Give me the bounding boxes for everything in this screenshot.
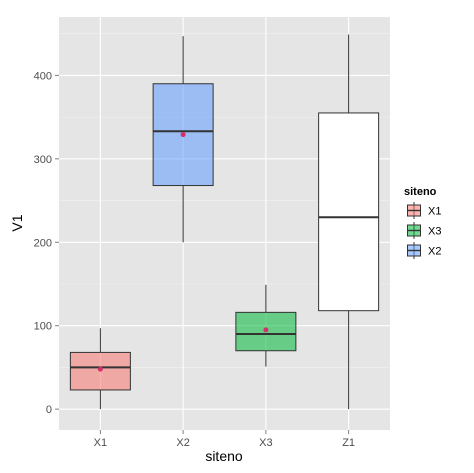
y-axis-ticks: 0 100 200 300 400 <box>34 70 59 416</box>
x-tick-label: X2 <box>176 437 189 449</box>
legend-label: X2 <box>428 246 441 258</box>
box-series <box>69 34 380 410</box>
y-tick-label: 300 <box>34 154 52 166</box>
y-tick-label: 0 <box>46 404 52 416</box>
y-tick-label: 400 <box>34 70 52 82</box>
legend: siteno X1 X3 X2 <box>404 186 441 259</box>
box-iqr <box>152 83 214 187</box>
legend-item-x1: X1 <box>407 202 441 219</box>
legend-label: X1 <box>428 206 441 218</box>
x-tick-label: X3 <box>259 437 272 449</box>
legend-title: siteno <box>404 186 437 198</box>
x-tick-label: X1 <box>94 437 107 449</box>
legend-items: X1 X3 X2 <box>407 202 441 259</box>
x-tick-label: Z1 <box>342 437 355 449</box>
box-iqr <box>318 112 380 312</box>
x-axis-title: siteno <box>205 448 243 464</box>
box-x3 <box>235 284 297 367</box>
legend-item-x2: X2 <box>407 242 441 259</box>
x-axis-ticks: X1 X2 X3 Z1 <box>94 430 355 449</box>
y-tick-label: 100 <box>34 321 52 333</box>
y-tick-label: 200 <box>34 237 52 249</box>
box-x1 <box>69 328 131 410</box>
box-mean-point <box>180 132 186 138</box>
legend-item-x3: X3 <box>407 222 441 239</box>
box-mean-point <box>97 366 103 372</box>
y-axis-title: V1 <box>9 214 25 231</box>
box-mean-point <box>263 327 269 333</box>
legend-label: X3 <box>428 226 441 238</box>
box-x2 <box>152 36 214 243</box>
box-z1 <box>318 34 380 410</box>
